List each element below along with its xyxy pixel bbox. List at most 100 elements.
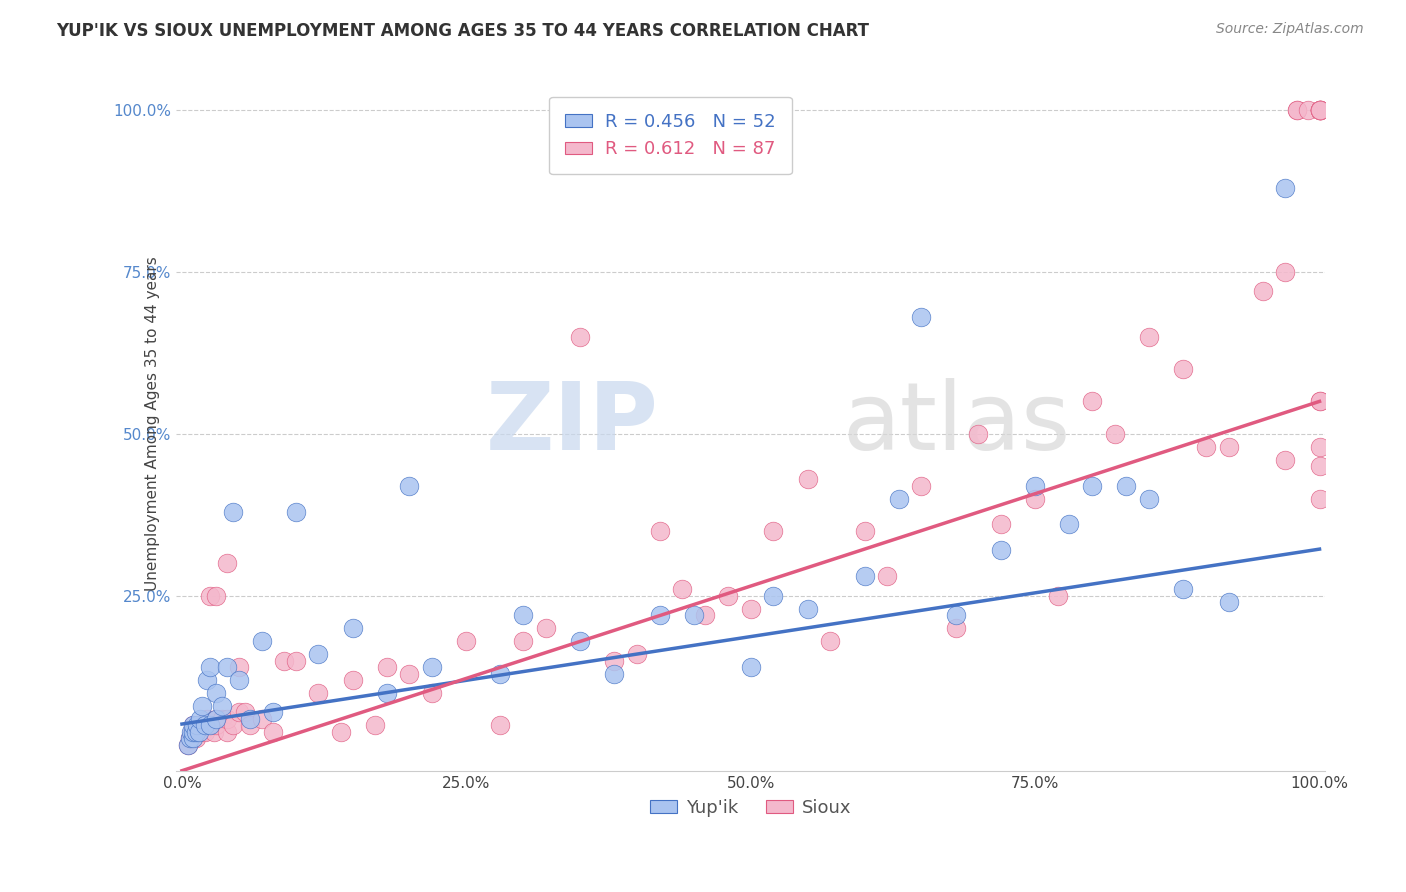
Point: [1308, 103, 1330, 117]
Point: [740, 660, 762, 674]
Point: [910, 310, 932, 325]
Point: [191, 724, 214, 739]
Point: [1274, 180, 1296, 194]
Point: [176, 738, 198, 752]
Point: [512, 634, 534, 648]
Point: [887, 491, 910, 506]
Point: [342, 673, 364, 687]
Point: [603, 666, 626, 681]
Point: [796, 472, 818, 486]
Point: [239, 712, 262, 726]
Point: [1137, 491, 1160, 506]
Point: [180, 724, 202, 739]
Point: [796, 601, 818, 615]
Point: [194, 724, 217, 739]
Point: [420, 660, 443, 674]
Point: [233, 706, 256, 720]
Point: [1285, 103, 1308, 117]
Point: [1024, 478, 1046, 492]
Point: [695, 608, 717, 623]
Point: [228, 706, 250, 720]
Point: [990, 517, 1012, 532]
Point: [217, 724, 239, 739]
Point: [569, 634, 592, 648]
Point: [1308, 103, 1330, 117]
Point: [202, 724, 225, 739]
Point: [375, 660, 398, 674]
Point: [222, 504, 245, 518]
Point: [205, 718, 228, 732]
Point: [183, 731, 205, 746]
Point: [876, 569, 898, 583]
Point: [1171, 582, 1194, 597]
Point: [1137, 329, 1160, 343]
Point: [183, 724, 205, 739]
Point: [1104, 426, 1126, 441]
Point: [1046, 589, 1069, 603]
Point: [626, 647, 648, 661]
Point: [648, 608, 671, 623]
Point: [273, 654, 295, 668]
Point: [1251, 285, 1274, 299]
Point: [200, 589, 222, 603]
Point: [1308, 103, 1330, 117]
Point: [195, 673, 218, 687]
Point: [1308, 394, 1330, 409]
Point: [211, 698, 233, 713]
Point: [330, 724, 353, 739]
Point: [990, 543, 1012, 558]
Y-axis label: Unemployment Among Ages 35 to 44 years: Unemployment Among Ages 35 to 44 years: [145, 257, 160, 591]
Point: [1285, 103, 1308, 117]
Point: [717, 589, 740, 603]
Point: [200, 718, 222, 732]
Point: [179, 731, 201, 746]
Point: [239, 718, 262, 732]
Point: [342, 621, 364, 635]
Point: [205, 589, 228, 603]
Point: [217, 660, 239, 674]
Point: [1171, 362, 1194, 376]
Point: [181, 724, 204, 739]
Point: [853, 569, 876, 583]
Point: [200, 718, 222, 732]
Point: [456, 634, 478, 648]
Point: [1218, 440, 1240, 454]
Point: [945, 621, 967, 635]
Point: [648, 524, 671, 538]
Point: [211, 712, 233, 726]
Point: [398, 478, 420, 492]
Text: YUP'IK VS SIOUX UNEMPLOYMENT AMONG AGES 35 TO 44 YEARS CORRELATION CHART: YUP'IK VS SIOUX UNEMPLOYMENT AMONG AGES …: [56, 22, 869, 40]
Point: [205, 712, 228, 726]
Point: [375, 686, 398, 700]
Point: [308, 647, 330, 661]
Point: [179, 731, 201, 746]
Point: [217, 712, 239, 726]
Point: [184, 731, 207, 746]
Point: [1308, 103, 1330, 117]
Point: [945, 608, 967, 623]
Point: [205, 712, 228, 726]
Point: [1308, 394, 1330, 409]
Point: [188, 712, 211, 726]
Point: [308, 686, 330, 700]
Point: [1081, 394, 1104, 409]
Point: [183, 718, 205, 732]
Point: [1308, 491, 1330, 506]
Point: [250, 634, 273, 648]
Point: [820, 634, 842, 648]
Text: Source: ZipAtlas.com: Source: ZipAtlas.com: [1216, 22, 1364, 37]
Point: [200, 660, 222, 674]
Point: [284, 504, 307, 518]
Point: [184, 724, 207, 739]
Point: [188, 724, 211, 739]
Point: [188, 718, 211, 732]
Point: [1218, 595, 1240, 609]
Point: [1274, 265, 1296, 279]
Point: [910, 478, 932, 492]
Point: [183, 731, 205, 746]
Point: [262, 706, 284, 720]
Text: atlas: atlas: [842, 378, 1071, 470]
Point: [420, 686, 443, 700]
Point: [180, 731, 202, 746]
Point: [205, 686, 228, 700]
